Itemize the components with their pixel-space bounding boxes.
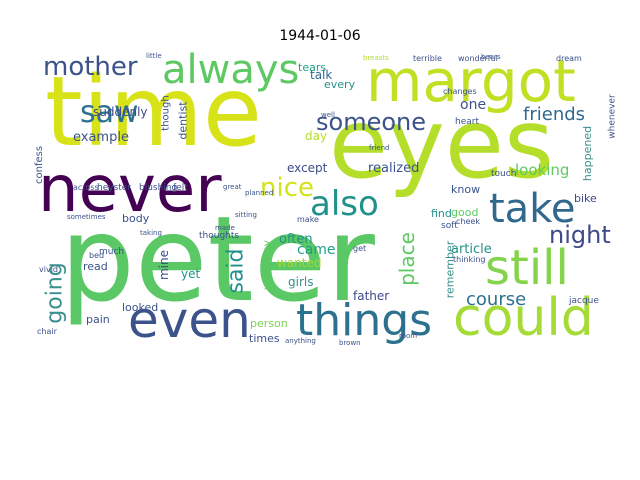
word: know — [451, 183, 481, 196]
word: thinking — [453, 255, 486, 264]
word: bike — [574, 192, 597, 205]
word: felt — [173, 183, 188, 193]
word: person — [250, 317, 288, 330]
word: said — [223, 248, 249, 294]
word: find — [431, 207, 452, 220]
word: good — [451, 206, 479, 219]
word: eyes — [329, 88, 554, 200]
word: times — [249, 332, 280, 345]
word: happened — [581, 125, 595, 182]
word: chair — [37, 327, 57, 336]
word: wanted — [277, 256, 322, 270]
word: tears — [298, 61, 327, 74]
word: time — [45, 56, 262, 168]
word: one — [460, 97, 487, 113]
word: except — [287, 161, 328, 175]
word: touch — [491, 169, 517, 179]
word-cloud: peter time eyes margot never even could … — [33, 50, 620, 346]
word: friend — [369, 144, 390, 152]
word: pain — [86, 313, 110, 326]
word: confess — [34, 145, 46, 185]
word: heart — [455, 117, 479, 127]
word: yet — [181, 267, 201, 281]
word: even — [128, 291, 251, 346]
word: brown — [339, 339, 361, 347]
word: girls — [288, 275, 314, 289]
word: peter — [60, 190, 375, 328]
word: never — [38, 153, 222, 227]
word: night — [549, 221, 611, 249]
word: little — [146, 52, 162, 60]
word: breasts — [363, 54, 389, 62]
word: someone — [316, 108, 426, 136]
word: blushing — [139, 183, 178, 193]
word: course — [466, 289, 527, 310]
word: talk — [310, 68, 333, 82]
word: made — [215, 224, 235, 232]
word: day — [305, 129, 328, 143]
word: friends — [523, 104, 586, 125]
word: mother — [43, 52, 138, 82]
word: also — [310, 184, 379, 224]
word: great — [223, 183, 242, 191]
word: body — [122, 212, 150, 225]
word: soft — [441, 221, 458, 231]
word: take — [489, 186, 576, 232]
word: realized — [368, 161, 420, 176]
word: anything — [285, 337, 316, 345]
word: came — [297, 242, 336, 258]
word: things — [296, 295, 433, 346]
word: though — [160, 95, 172, 131]
word: looking — [515, 161, 570, 179]
word: sitting — [235, 211, 257, 219]
word: remember — [443, 240, 457, 299]
word: dream — [556, 54, 582, 63]
word: wonderful — [458, 54, 498, 63]
word: mine — [157, 249, 172, 281]
word: article — [451, 242, 492, 257]
word: bed — [89, 251, 105, 260]
word: every — [324, 78, 356, 91]
word: well — [321, 111, 335, 119]
word: changes — [443, 87, 477, 96]
word: thoughts — [199, 231, 240, 241]
word: much — [99, 247, 125, 257]
word: suddenly — [93, 105, 148, 119]
word: terrible — [413, 54, 442, 63]
word: whenever — [607, 94, 618, 139]
word: heyster — [97, 183, 132, 193]
word: across — [73, 183, 99, 192]
word: taking — [140, 229, 162, 237]
word: read — [83, 260, 108, 273]
word: place — [394, 232, 419, 286]
word: hears — [481, 53, 501, 61]
word: jacque — [569, 296, 599, 306]
word: looked — [122, 301, 159, 314]
word: nice — [260, 173, 314, 203]
word: make — [297, 215, 319, 224]
word: cheek — [456, 217, 480, 226]
chart-title: 1944-01-06 — [279, 28, 361, 44]
word: vivid — [39, 265, 58, 274]
word: margot — [366, 50, 576, 115]
word: room — [399, 332, 418, 340]
word: often — [279, 232, 313, 247]
word: could — [453, 288, 594, 346]
word: sometimes — [67, 213, 106, 221]
word: saw — [80, 95, 139, 130]
word: example — [73, 130, 129, 145]
word: dentist — [176, 101, 190, 140]
word: father — [353, 289, 390, 303]
word: yesterday — [261, 240, 273, 290]
word: get — [353, 244, 367, 253]
word: always — [162, 50, 300, 93]
word: planned — [245, 189, 274, 197]
word: still — [485, 240, 569, 296]
